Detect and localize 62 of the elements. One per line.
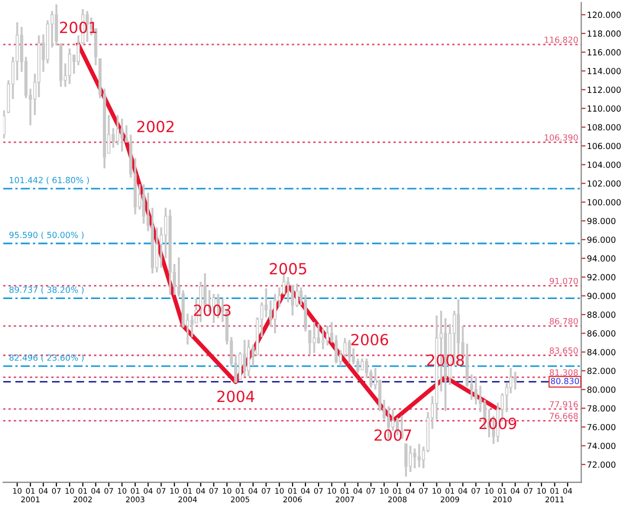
y-tick-label: 80.000 (587, 386, 616, 393)
candlestick (413, 448, 416, 470)
y-tick-label: 120.000 (588, 12, 621, 18)
candlestick (343, 337, 347, 358)
ref-line-label: 116.820 (544, 36, 578, 43)
y-tick-label: 94.000 (587, 255, 616, 262)
y-tick-label: 78.000 (587, 405, 616, 412)
ref-line-label: 89.737 ( 38.20% ) (9, 286, 84, 294)
ref-line-label: 80.830 (550, 378, 579, 384)
ref-line-label: 101.442 ( 61.80% ) (10, 176, 89, 184)
annotation: 2001 (60, 22, 96, 34)
candlestick (360, 358, 364, 371)
candlestick (264, 287, 268, 318)
ref-line-label: 91.070 (550, 278, 578, 284)
y-tick-label: 98.000 (587, 218, 616, 224)
ref-line-label: 77.916 (550, 401, 578, 408)
y-tick-label: 92.000 (587, 274, 616, 280)
y-tick-label: 74.000 (587, 442, 616, 450)
candlestick (290, 284, 294, 316)
candlestick (348, 338, 351, 364)
candlestick (356, 358, 360, 374)
annotation: 2009 (480, 418, 516, 430)
annotation: 2002 (137, 120, 174, 132)
candlestick (404, 442, 408, 478)
ref-line-label: 81.308 (550, 369, 578, 376)
ref-line-label: 83.650 (550, 347, 578, 354)
annotation: 2007 (374, 429, 412, 441)
ref-line-label: 95.590 ( 50.00% ) (9, 232, 84, 240)
ref-line-label: 82.496 ( 23.60% ) (9, 354, 84, 362)
candlestick (120, 118, 124, 152)
y-tick-label: 118.000 (588, 30, 621, 37)
ref-line-label: 86.780 (550, 318, 578, 324)
annotation: 2008 (427, 354, 464, 366)
y-tick-label: 84.000 (587, 349, 616, 356)
y-tick-label: 112.000 (588, 86, 621, 93)
y-tick-label: 106.000 (588, 142, 621, 150)
candlestick (321, 328, 325, 350)
candlestick (273, 292, 277, 334)
annotation: 2003 (194, 304, 231, 316)
y-tick-label: 104.000 (588, 162, 621, 168)
y-tick-label: 114.000 (588, 68, 621, 74)
y-tick-label: 90.000 (587, 292, 616, 300)
y-tick-label: 102.000 (588, 180, 621, 187)
y-tick-label: 108.000 (588, 124, 621, 130)
y-tick-label: 86.000 (587, 330, 616, 337)
y-tick-label: 100.000 (588, 199, 621, 206)
y-tick-label: 88.000 (587, 312, 616, 318)
annotation: 2006 (351, 334, 388, 346)
y-tick-label: 116.000 (588, 49, 621, 56)
y-tick-label: 72.000 (587, 461, 616, 468)
y-tick-label: 110.000 (588, 105, 621, 112)
candlestick (247, 338, 250, 378)
y-tick-label: 96.000 (587, 236, 616, 243)
candlestick (295, 282, 299, 308)
ref-line-label: 106.390 (544, 134, 578, 141)
candlestick (142, 183, 146, 225)
y-tick-label: 76.000 (587, 424, 616, 430)
ref-line-label: 76.668 (550, 412, 578, 420)
candlestick (316, 322, 320, 345)
annotation: 2004 (217, 390, 254, 402)
annotation: 2005 (270, 262, 306, 274)
y-tick-label: 82.000 (587, 368, 616, 374)
